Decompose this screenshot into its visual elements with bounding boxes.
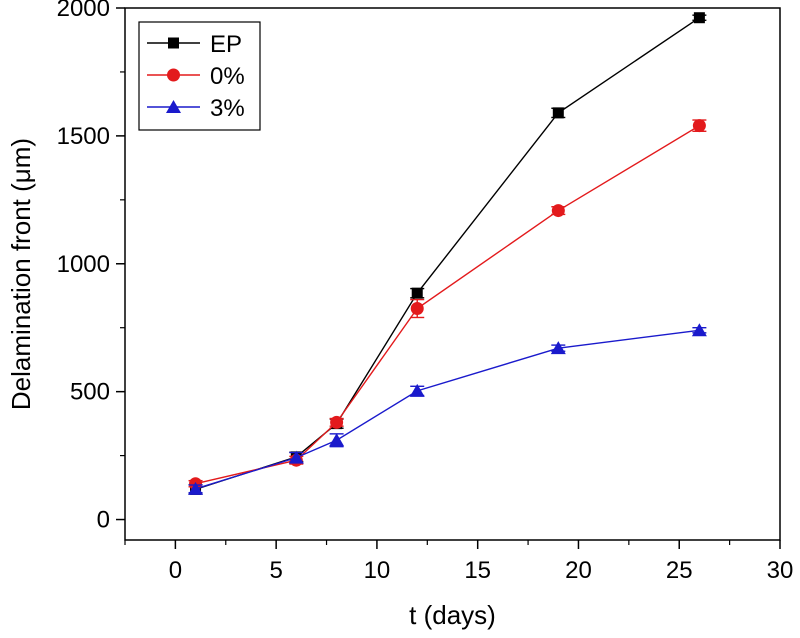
data-point-ep [552, 107, 564, 119]
y-axis: 0 500 1000 1500 2000 [57, 0, 125, 534]
legend-marker-3pct [166, 100, 181, 113]
legend-marker-ep [168, 37, 179, 49]
legend-marker-0pct [167, 68, 180, 82]
series-line-3pct [195, 329, 700, 490]
x-tick-label: 25 [666, 557, 693, 584]
data-point-3pct [288, 450, 304, 464]
data-point-3pct [188, 481, 204, 495]
data-point-3pct [329, 433, 345, 447]
x-axis-label: t (days) [409, 600, 496, 630]
y-tick-label: 1500 [57, 123, 110, 150]
series-3pct [188, 323, 707, 495]
data-point-0pct [330, 415, 344, 429]
legend-label-0pct: 0% [210, 63, 245, 90]
legend-box [138, 21, 261, 131]
legend-label-ep: EP [210, 31, 242, 58]
data-point-0pct [410, 302, 424, 316]
x-tick-label: 20 [565, 557, 592, 584]
plot-area [188, 12, 707, 495]
y-tick-label: 500 [70, 379, 110, 406]
data-point-3pct [550, 341, 566, 355]
x-axis: 0 5 10 15 20 25 30 [124, 540, 794, 584]
data-point-0pct [692, 119, 706, 133]
series-line-0pct [195, 125, 700, 485]
data-point-3pct [691, 323, 707, 337]
x-tick-label: 10 [364, 557, 391, 584]
legend: EP 0% 3% [138, 21, 261, 131]
legend-label-3pct: 3% [210, 95, 245, 122]
x-tick-label: 5 [269, 557, 282, 584]
x-tick-label: 0 [169, 557, 182, 584]
data-point-0pct [551, 204, 565, 218]
y-tick-label: 0 [97, 507, 110, 534]
x-tick-label: 15 [464, 557, 491, 584]
data-point-ep [411, 287, 423, 299]
y-tick-label: 1000 [57, 251, 110, 278]
data-point-ep [693, 12, 705, 24]
data-point-3pct [409, 383, 425, 397]
y-tick-label: 2000 [57, 0, 110, 22]
y-axis-label: Delamination front (μm) [6, 138, 36, 410]
x-tick-label: 30 [767, 557, 794, 584]
plot-frame [124, 7, 781, 541]
